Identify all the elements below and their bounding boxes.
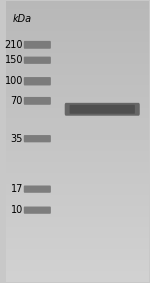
FancyBboxPatch shape [24, 77, 51, 85]
Text: 210: 210 [4, 40, 23, 50]
Text: kDa: kDa [13, 14, 32, 24]
FancyBboxPatch shape [65, 103, 140, 116]
Text: 10: 10 [11, 205, 23, 215]
Text: 150: 150 [4, 55, 23, 65]
FancyBboxPatch shape [70, 105, 135, 114]
FancyBboxPatch shape [24, 185, 51, 193]
Text: 17: 17 [11, 184, 23, 194]
Text: 100: 100 [5, 76, 23, 86]
FancyBboxPatch shape [24, 57, 51, 64]
FancyBboxPatch shape [24, 135, 51, 142]
FancyBboxPatch shape [24, 97, 51, 105]
Text: 35: 35 [11, 134, 23, 144]
Text: 70: 70 [11, 96, 23, 106]
FancyBboxPatch shape [24, 207, 51, 214]
FancyBboxPatch shape [24, 41, 51, 49]
